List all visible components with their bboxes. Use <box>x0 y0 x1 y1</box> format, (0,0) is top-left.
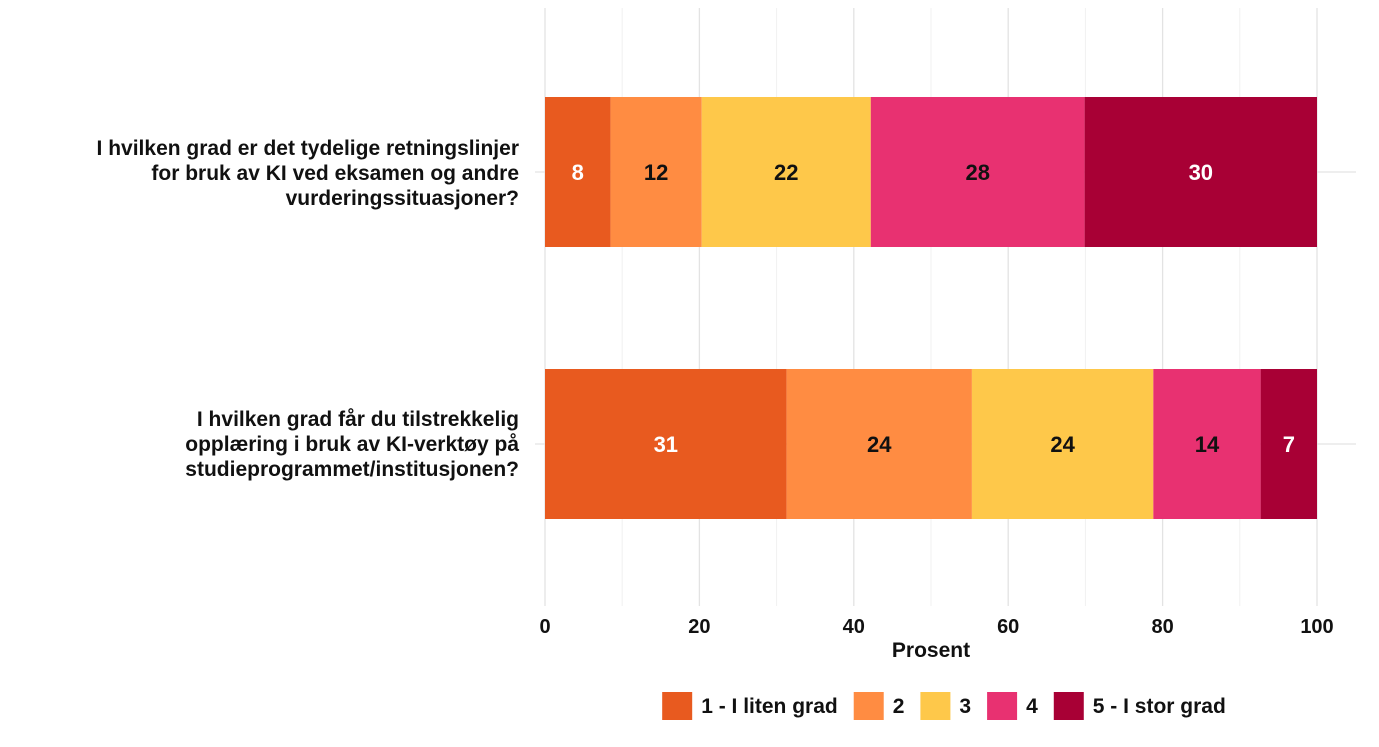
data-label: 12 <box>644 160 668 185</box>
x-tick-label: 100 <box>1300 616 1333 638</box>
question-labels: I hvilken grad er det tydelige retningsl… <box>97 137 520 481</box>
question-label-line: for bruk av KI ved eksamen og andre <box>151 162 519 185</box>
data-label: 22 <box>774 160 798 185</box>
question-label-line: opplæring i bruk av KI-verktøy på <box>185 433 519 456</box>
bar-segment <box>1153 369 1261 519</box>
legend-swatch <box>662 692 693 720</box>
data-label: 24 <box>1050 432 1075 457</box>
legend: 1 - I liten grad 2 3 4 5 - I stor grad <box>662 692 1226 720</box>
data-label: 24 <box>867 432 892 457</box>
question-label-line: studieprogrammet/institusjonen? <box>185 458 519 481</box>
legend-label: 5 - I stor grad <box>1093 695 1226 718</box>
data-label: 8 <box>572 160 584 185</box>
legend-label: 1 - I liten grad <box>701 695 838 718</box>
legend-label: 2 <box>893 695 905 718</box>
x-axis-title: Prosent <box>892 639 970 662</box>
bar-segment <box>1260 369 1317 519</box>
legend-swatch <box>853 692 884 720</box>
bar-segments <box>545 97 1317 519</box>
bar-segment <box>701 97 871 247</box>
legend-label: 3 <box>959 695 971 718</box>
data-label: 28 <box>965 160 989 185</box>
question-label-line: I hvilken grad er det tydelige retningsl… <box>97 137 519 160</box>
data-label: 7 <box>1283 432 1295 457</box>
data-label: 31 <box>654 432 678 457</box>
bar-segment <box>971 369 1154 519</box>
x-axis-ticks: 0 20 40 60 80 100 <box>539 616 1333 638</box>
x-tick-label: 40 <box>843 616 865 638</box>
bar-segment <box>1084 97 1317 247</box>
bar-segment <box>545 97 611 247</box>
x-tick-label: 80 <box>1151 616 1173 638</box>
question-label-line: I hvilken grad får du tilstrekkelig <box>197 408 519 431</box>
legend-swatch <box>987 692 1018 720</box>
bar-segment <box>870 97 1085 247</box>
data-label: 14 <box>1195 432 1220 457</box>
data-label: 30 <box>1189 160 1213 185</box>
legend-swatch <box>920 692 951 720</box>
question-label-line: vurderingssituasjoner? <box>286 187 519 210</box>
bar-segment <box>545 369 787 519</box>
x-tick-label: 0 <box>539 616 550 638</box>
bar-segment <box>786 369 972 519</box>
x-tick-label: 20 <box>688 616 710 638</box>
segment-labels: 8 12 22 28 30 31 24 24 14 7 <box>572 160 1295 457</box>
legend-swatch <box>1053 692 1084 720</box>
bar-segment <box>610 97 702 247</box>
legend-label: 4 <box>1026 695 1038 718</box>
x-tick-label: 60 <box>997 616 1019 638</box>
